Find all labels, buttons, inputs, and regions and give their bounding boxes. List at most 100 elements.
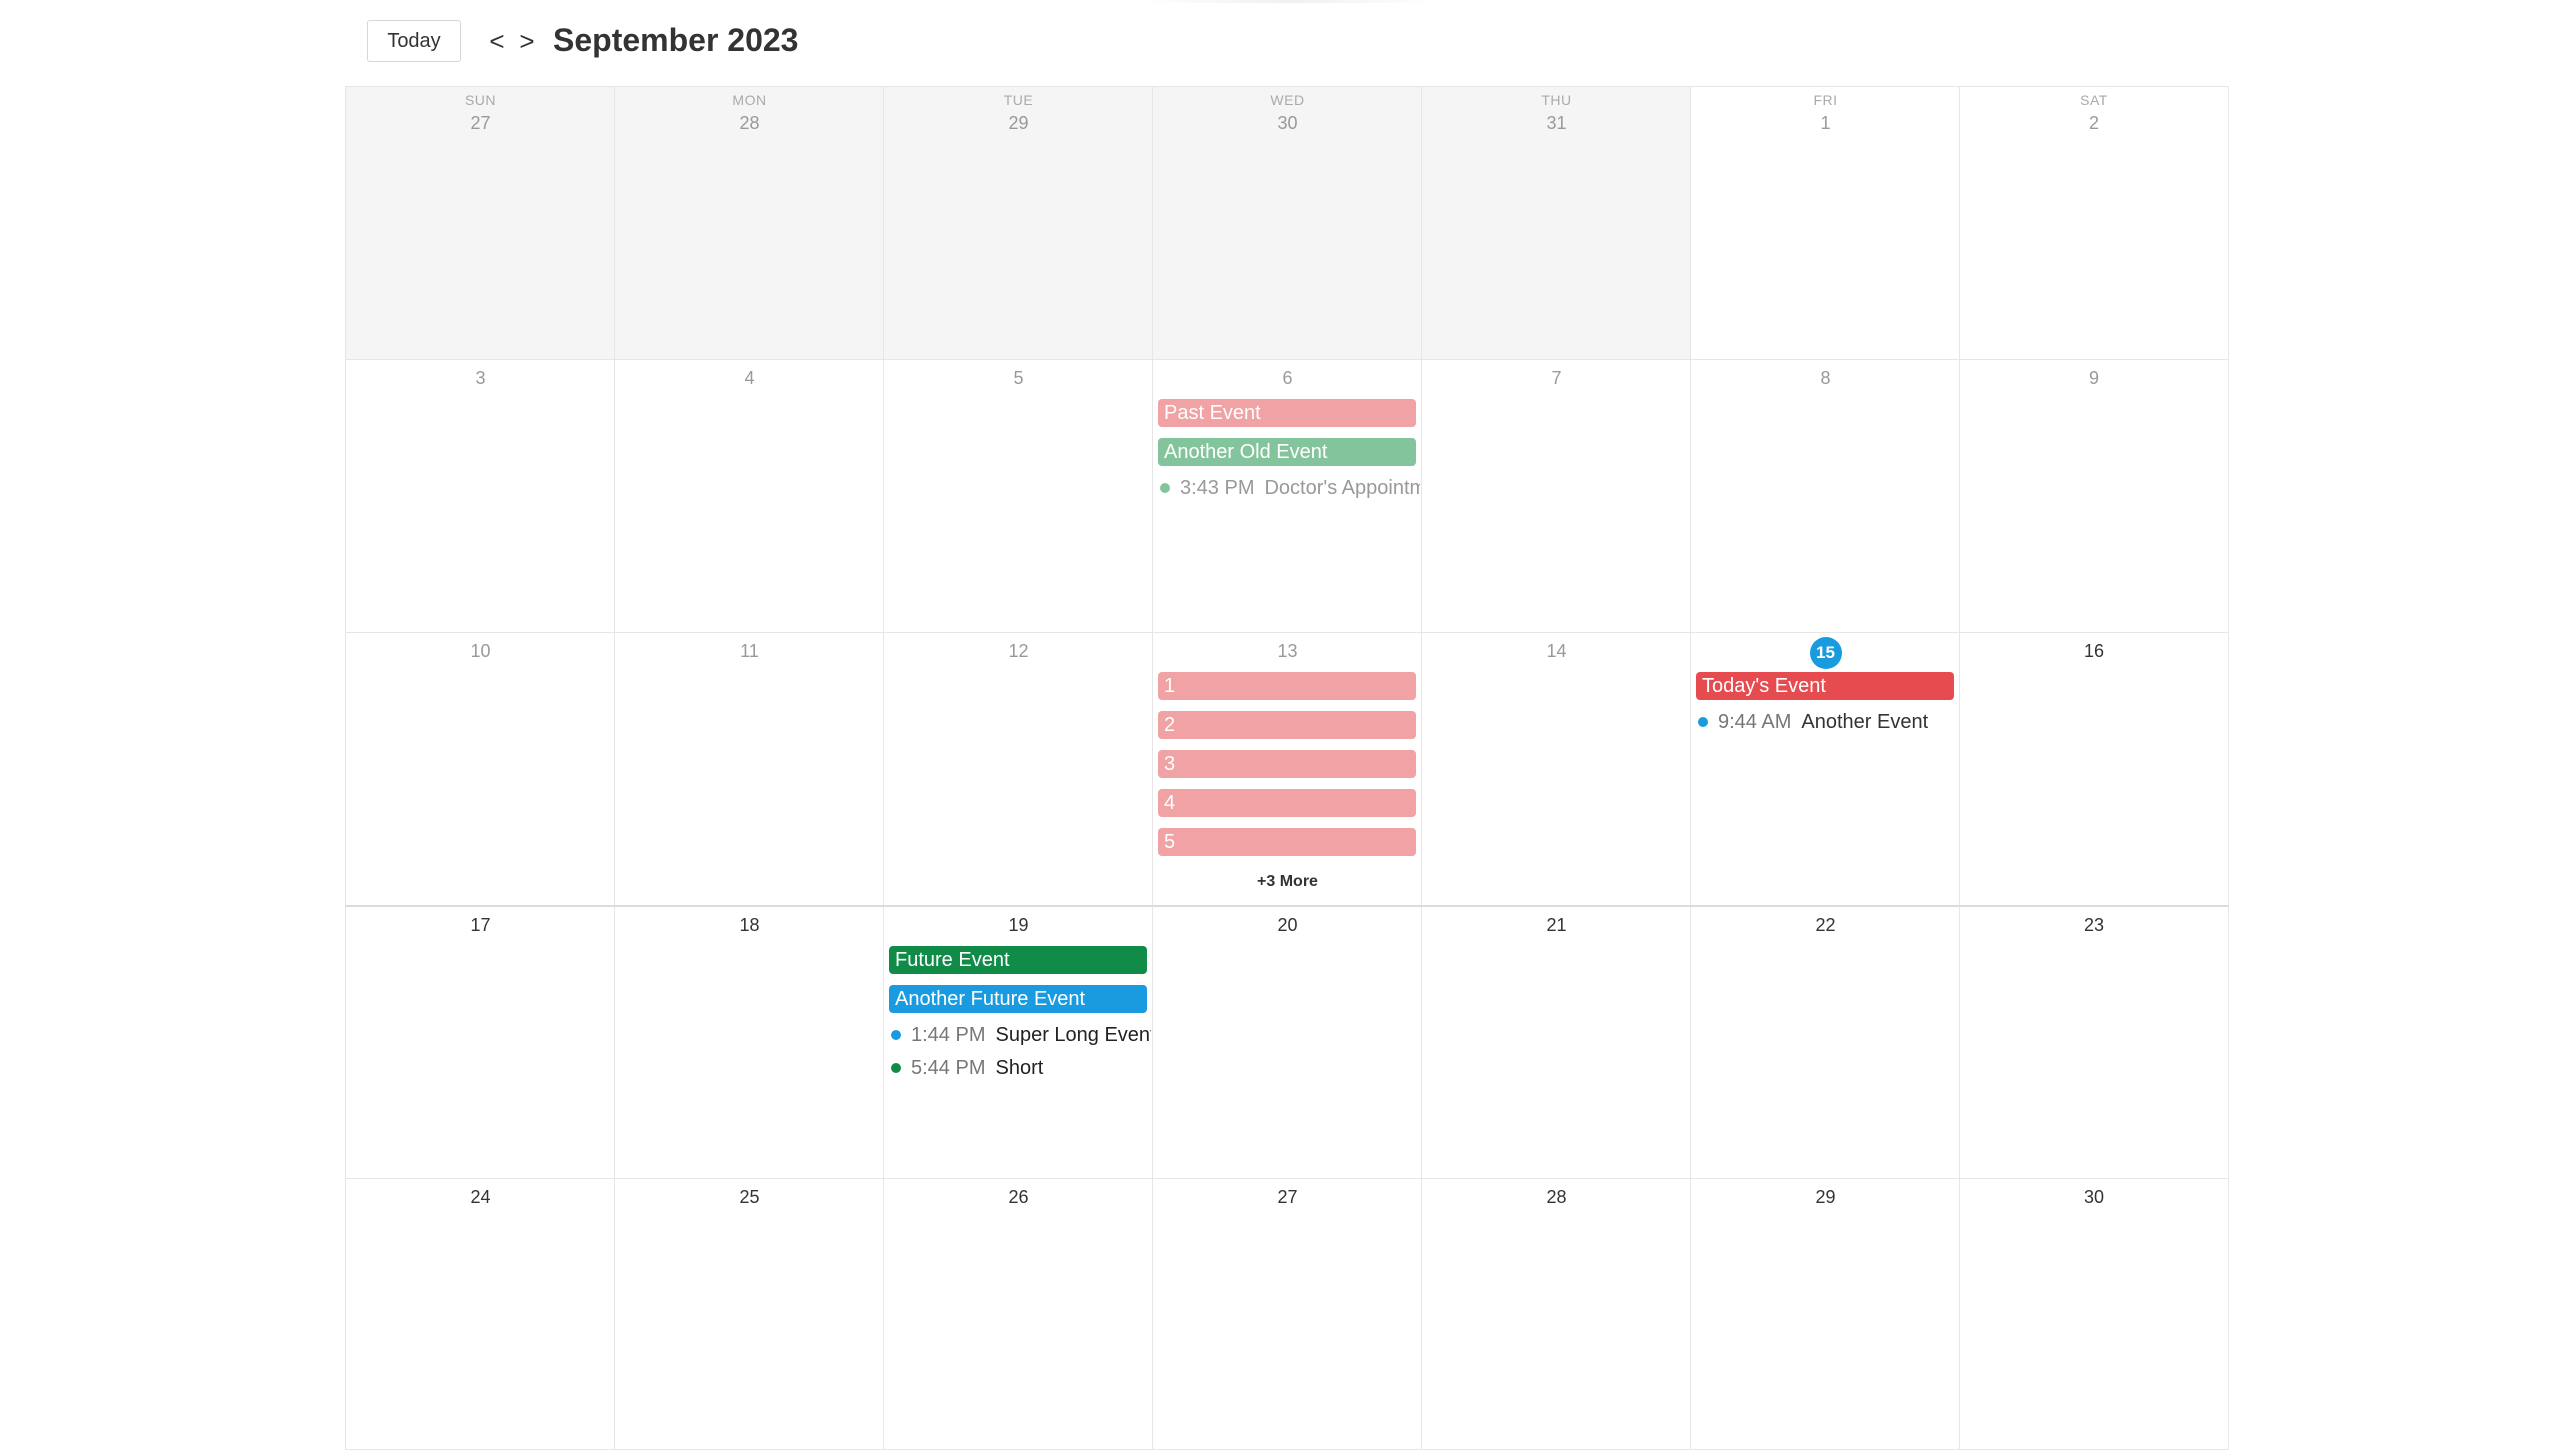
day-cell[interactable]: 26 bbox=[883, 1179, 1153, 1449]
day-cell[interactable]: TUE 29 bbox=[883, 87, 1153, 359]
day-number: 27 bbox=[1277, 1187, 1298, 1207]
timed-event[interactable]: 5:44 PM Short bbox=[889, 1054, 1151, 1082]
week-row: 17 18 19 Future Event Another Future Eve… bbox=[345, 905, 2229, 1178]
weekday-label: MON bbox=[732, 92, 767, 108]
day-cell[interactable]: MON 28 bbox=[614, 87, 884, 359]
day-number: 22 bbox=[1815, 915, 1836, 935]
day-cell[interactable]: 27 bbox=[1152, 1179, 1422, 1449]
day-cell[interactable]: 15 Today's Event 9:44 AM Another Event bbox=[1690, 633, 1960, 905]
day-number: 27 bbox=[470, 113, 491, 133]
day-cell[interactable]: 18 bbox=[614, 907, 884, 1178]
event-bar[interactable]: Past Event bbox=[1158, 399, 1416, 427]
event-bar[interactable]: Another Old Event bbox=[1158, 438, 1416, 466]
day-cell[interactable]: 25 bbox=[614, 1179, 884, 1449]
day-cell[interactable]: 23 bbox=[1959, 907, 2229, 1178]
timed-event[interactable]: 9:44 AM Another Event bbox=[1696, 708, 1958, 736]
day-number: 26 bbox=[1008, 1187, 1029, 1207]
day-number: 29 bbox=[1008, 113, 1029, 133]
event-time: 3:43 PM bbox=[1180, 477, 1255, 499]
day-number: 9 bbox=[2088, 368, 2099, 388]
event-bar[interactable]: Another Future Event bbox=[889, 985, 1147, 1013]
day-number: 16 bbox=[2083, 641, 2105, 661]
event-bar[interactable]: 4 bbox=[1158, 789, 1416, 817]
day-cell[interactable]: 13 1 2 3 4 5 +3 More bbox=[1152, 633, 1422, 905]
month-grid: SUN 27 MON 28 TUE 29 WED 30 THU 31 FRI 1… bbox=[345, 86, 2229, 1450]
today-button[interactable]: Today bbox=[367, 20, 461, 62]
day-cell[interactable]: 4 bbox=[614, 360, 884, 632]
event-bar[interactable]: 3 bbox=[1158, 750, 1416, 778]
more-events-link[interactable]: +3 More bbox=[1257, 873, 1318, 890]
day-number: 28 bbox=[1546, 1187, 1567, 1207]
day-cell[interactable]: 8 bbox=[1690, 360, 1960, 632]
day-number: 14 bbox=[1546, 641, 1567, 661]
day-number: 18 bbox=[739, 915, 760, 935]
day-number: 8 bbox=[1820, 368, 1831, 388]
event-dot-icon bbox=[891, 1063, 901, 1073]
day-cell[interactable]: THU 31 bbox=[1421, 87, 1691, 359]
weekday-label: TUE bbox=[1003, 92, 1034, 108]
day-number: 5 bbox=[1013, 368, 1024, 388]
prev-month-button[interactable]: < bbox=[489, 25, 505, 56]
event-title: Another Event bbox=[1801, 711, 1929, 733]
day-number: 21 bbox=[1546, 915, 1567, 935]
day-number: 30 bbox=[2083, 1187, 2105, 1207]
top-shadow bbox=[1140, 0, 1440, 3]
week-row: SUN 27 MON 28 TUE 29 WED 30 THU 31 FRI 1… bbox=[345, 86, 2229, 359]
weekday-label: SAT bbox=[2080, 92, 2108, 108]
day-cell[interactable]: FRI 1 bbox=[1690, 87, 1960, 359]
timed-event[interactable]: 3:43 PM Doctor's Appointment bbox=[1158, 474, 1420, 502]
day-cell[interactable]: 21 bbox=[1421, 907, 1691, 1178]
day-cell[interactable]: 7 bbox=[1421, 360, 1691, 632]
day-number: 29 bbox=[1815, 1187, 1836, 1207]
today-day-number: 15 bbox=[1809, 637, 1842, 669]
day-cell[interactable]: 29 bbox=[1690, 1179, 1960, 1449]
day-cell[interactable]: 20 bbox=[1152, 907, 1422, 1178]
day-cell[interactable]: 5 bbox=[883, 360, 1153, 632]
day-cell[interactable]: 12 bbox=[883, 633, 1153, 905]
day-cell[interactable]: 24 bbox=[345, 1179, 615, 1449]
day-cell[interactable]: 3 bbox=[345, 360, 615, 632]
day-number: 31 bbox=[1546, 113, 1567, 133]
event-dot-icon bbox=[1160, 483, 1170, 493]
event-time: 5:44 PM bbox=[911, 1057, 986, 1079]
day-number: 13 bbox=[1277, 641, 1298, 661]
day-cell[interactable]: 30 bbox=[1959, 1179, 2229, 1449]
event-bar[interactable]: Today's Event bbox=[1696, 672, 1954, 700]
day-number: 30 bbox=[1277, 113, 1298, 133]
event-time: 9:44 AM bbox=[1718, 711, 1792, 733]
day-cell[interactable]: 22 bbox=[1690, 907, 1960, 1178]
day-cell[interactable]: 28 bbox=[1421, 1179, 1691, 1449]
day-number: 6 bbox=[1282, 368, 1293, 388]
day-cell[interactable]: 16 bbox=[1959, 633, 2229, 905]
month-title: September 2023 bbox=[553, 22, 799, 58]
event-time: 1:44 PM bbox=[911, 1024, 986, 1046]
event-title: Short bbox=[995, 1057, 1044, 1079]
weekday-label: FRI bbox=[1813, 92, 1838, 108]
event-bar[interactable]: 2 bbox=[1158, 711, 1416, 739]
day-number: 4 bbox=[744, 368, 755, 388]
event-bar[interactable]: Future Event bbox=[889, 946, 1147, 974]
day-cell[interactable]: 17 bbox=[345, 907, 615, 1178]
day-cell[interactable]: SUN 27 bbox=[345, 87, 615, 359]
day-cell[interactable]: 9 bbox=[1959, 360, 2229, 632]
timed-event[interactable]: 1:44 PM Super Long Event Name bbox=[889, 1021, 1151, 1049]
next-month-button[interactable]: > bbox=[519, 25, 535, 56]
day-number: 2 bbox=[2088, 113, 2099, 133]
day-cell[interactable]: 10 bbox=[345, 633, 615, 905]
day-cell[interactable]: 14 bbox=[1421, 633, 1691, 905]
day-number: 7 bbox=[1551, 368, 1562, 388]
weekday-label: WED bbox=[1270, 92, 1305, 108]
event-bar[interactable]: 1 bbox=[1158, 672, 1416, 700]
event-bar[interactable]: 5 bbox=[1158, 828, 1416, 856]
day-cell[interactable]: 6 Past Event Another Old Event 3:43 PM D… bbox=[1152, 360, 1422, 632]
day-number: 1 bbox=[1820, 113, 1831, 133]
week-row: 10 11 12 13 1 2 3 4 5 +3 More 14 15 Toda… bbox=[345, 632, 2229, 905]
day-number: 24 bbox=[470, 1187, 491, 1207]
day-cell[interactable]: WED 30 bbox=[1152, 87, 1422, 359]
weekday-label: SUN bbox=[464, 92, 497, 108]
day-number: 23 bbox=[2083, 915, 2105, 935]
day-cell[interactable]: 11 bbox=[614, 633, 884, 905]
week-row: 3 4 5 6 Past Event Another Old Event 3:4… bbox=[345, 359, 2229, 632]
day-cell[interactable]: 19 Future Event Another Future Event 1:4… bbox=[883, 907, 1153, 1178]
day-cell[interactable]: SAT 2 bbox=[1959, 87, 2229, 359]
